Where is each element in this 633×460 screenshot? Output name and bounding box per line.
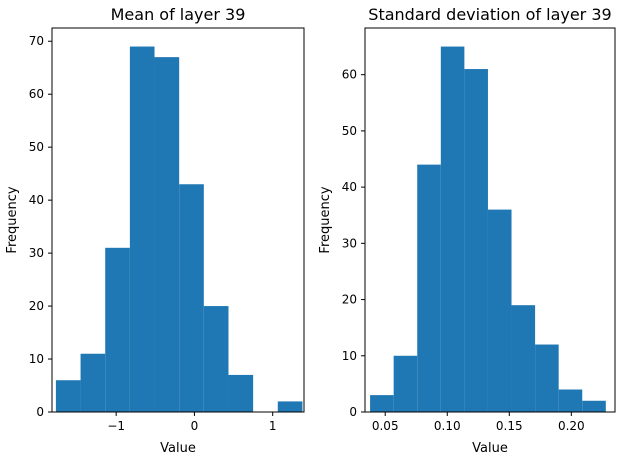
- mean-xtick-label: −1: [107, 419, 125, 433]
- std-xtick-label: 0.10: [434, 419, 461, 433]
- std-bar-8: [558, 389, 583, 412]
- mean-xtick-label: 1: [269, 419, 277, 433]
- std-y-axis-label: Frequency: [318, 186, 333, 253]
- std-bar-2: [417, 164, 441, 412]
- mean-axes-frame: [51, 27, 305, 413]
- mean-y-axis-label: Frequency: [5, 186, 20, 253]
- std-ytick-label: 20: [342, 293, 357, 307]
- mean-bar-7: [228, 374, 254, 412]
- std-ytick-label: 10: [342, 349, 357, 363]
- std-xtick-label: 0.15: [496, 419, 523, 433]
- std-axes-frame: [364, 27, 616, 413]
- mean-ytick-label: 60: [29, 87, 44, 101]
- mean-bar-5: [179, 184, 204, 412]
- std-bar-4: [464, 69, 488, 413]
- std-xtick-label: 0.20: [558, 419, 585, 433]
- std-bar-5: [487, 209, 512, 412]
- mean-ytick-label: 70: [29, 34, 44, 48]
- std-bar-3: [440, 46, 465, 413]
- std-bar-9: [582, 400, 606, 412]
- std-ytick-label: 40: [342, 180, 357, 194]
- std-chart-title: Standard deviation of layer 39: [368, 5, 611, 24]
- std-xtick-label: 0.05: [372, 419, 399, 433]
- mean-bar-3: [129, 46, 155, 412]
- mean-ytick-label: 30: [29, 246, 44, 260]
- mean-chart-title: Mean of layer 39: [111, 5, 246, 24]
- mean-ytick-label: 20: [29, 299, 44, 313]
- std-bar-6: [511, 305, 536, 412]
- mean-bar-6: [203, 306, 229, 412]
- mean-bar-4: [154, 57, 180, 412]
- mean-bar-0: [55, 380, 81, 412]
- std-ytick-label: 0: [349, 405, 357, 419]
- mean-bar-2: [105, 247, 130, 412]
- mean-bar-1: [80, 353, 106, 412]
- mean-bar-9: [277, 401, 303, 412]
- mean-ytick-label: 0: [36, 405, 44, 419]
- std-bar-1: [393, 355, 418, 412]
- std-histogram: 0.05 0.10 0.15 0.20 0 10 20 30 40 50 60 Standard de…: [318, 5, 616, 456]
- std-ytick-label: 30: [342, 236, 357, 250]
- std-bar-0: [370, 395, 394, 412]
- std-x-axis-label: Value: [472, 441, 508, 456]
- mean-ytick-label: 10: [29, 352, 44, 366]
- mean-ytick-label: 50: [29, 140, 44, 154]
- std-bar-7: [535, 344, 559, 412]
- std-ytick-label: 50: [342, 124, 357, 138]
- std-ytick-label: 60: [342, 68, 357, 82]
- mean-xtick-label: 0: [191, 419, 199, 433]
- mean-ytick-label: 40: [29, 193, 44, 207]
- mean-x-axis-label: Value: [160, 441, 196, 456]
